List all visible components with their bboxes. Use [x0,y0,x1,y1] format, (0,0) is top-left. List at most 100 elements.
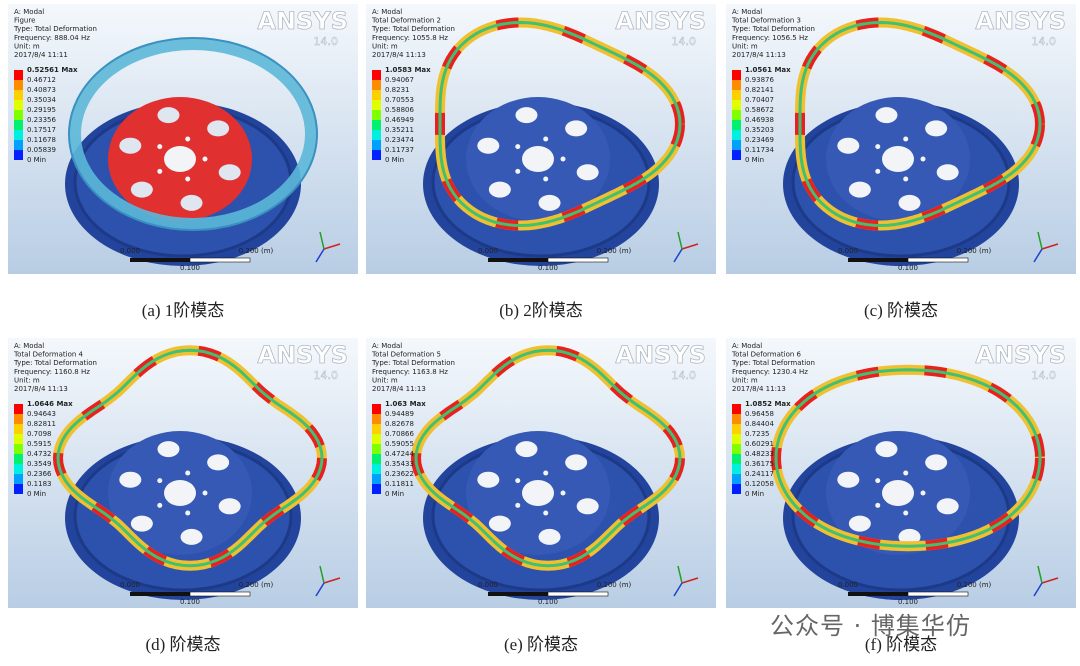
triad-x [1041,577,1059,584]
bolt-hole [560,490,566,496]
legend-label: 0.11734 [745,146,774,154]
vent-hole [477,471,500,488]
bolt-hole [157,478,163,484]
bolt-hole [543,176,549,182]
header-line: 2017/8/4 11:13 [372,385,426,393]
legend-label: 0.11678 [27,136,56,144]
scale-bar-left [488,592,548,596]
legend-label: 0.52561 Max [27,66,78,74]
legend-label: 0.60291 [745,440,774,448]
vent-hole [515,441,538,458]
legend-label: 1.063 Max [385,400,426,408]
legend-swatch [14,70,23,80]
legend-swatch [372,140,381,150]
triad-x [323,243,341,250]
triad-z [315,582,325,597]
vent-hole [157,441,180,458]
header-line: Type: Total Deformation [13,359,97,367]
ansys-panel: A: Modal Total Deformation 6 Type: Total D… [726,338,1076,608]
triad-x [323,577,341,584]
legend-label: 0.11737 [385,146,414,154]
vent-hole [515,107,538,124]
ansys-panel: A: Modal Total Deformation 3 Type: Total D… [726,4,1076,274]
vent-hole [119,471,142,488]
header-line: Frequency: 1230.4 Hz [732,368,808,376]
legend-label: 0.82811 [27,420,56,428]
header-line: 2017/8/4 11:13 [372,51,426,59]
vent-hole [157,107,180,124]
legend-label: 0.70553 [385,96,414,104]
vent-hole [925,120,948,137]
hub [522,146,554,172]
legend-swatch [14,464,23,474]
ansys-panel: A: Modal Total Deformation 4 Type: Total D… [8,338,358,608]
caption: (c) 阶模态 [863,301,939,320]
header-line: A: Modal [732,342,762,350]
caption: (b) 2阶模态 [499,301,583,320]
hub [164,480,196,506]
legend-swatch [372,404,381,414]
bolt-hole [185,176,191,182]
vent-hole [207,454,230,471]
legend-label: 0.58672 [745,106,774,114]
header-line: Type: Total Deformation [371,25,455,33]
legend-label: 0.46949 [385,116,414,124]
logo: ANSYS [975,7,1066,35]
triad-x [1041,243,1059,250]
scale-bar-left [848,592,908,596]
legend-label: 0 Min [385,490,404,498]
header-line: 2017/8/4 11:11 [14,51,68,59]
legend-label: 0.96458 [745,410,774,418]
legend-swatch [732,120,741,130]
triad-z [673,248,683,263]
vent-hole [936,164,959,181]
vent-hole [488,515,511,532]
bolt-hole [185,470,191,476]
legend-swatch [14,110,23,120]
header-line: Type: Total Deformation [731,359,815,367]
scale-mid: 0.100 [180,598,200,606]
triad-z [1033,248,1043,263]
legend-swatch [732,454,741,464]
bolt-hole [903,510,909,516]
legend-swatch [732,404,741,414]
version: 14.0 [314,369,339,382]
legend-label: 0.4732 [27,450,52,458]
legend-label: 0.84404 [745,420,774,428]
legend-swatch [372,484,381,494]
scale-start: 0.000 [478,247,498,255]
legend-swatch [14,414,23,424]
header-line: 2017/8/4 11:13 [14,385,68,393]
legend-label: 0.5915 [27,440,52,448]
vent-hole [898,194,921,211]
triad-y [1037,231,1043,250]
scale-start: 0.000 [120,247,140,255]
header-line: Figure [14,17,35,25]
version: 14.0 [672,369,697,382]
scale-start: 0.000 [120,581,140,589]
legend-swatch [732,464,741,474]
vent-hole [565,454,588,471]
legend-label: 0.59055 [385,440,414,448]
scale-bar-right [907,257,969,263]
legend-swatch [732,130,741,140]
vent-hole [848,515,871,532]
legend-swatch [372,414,381,424]
scale-bar-right [189,257,251,263]
legend-swatch [372,464,381,474]
rim-ring-inner [56,348,324,568]
legend-swatch [732,90,741,100]
vent-hole [130,515,153,532]
legend-swatch [732,434,741,444]
vent-hole [180,528,203,545]
legend-label: 0.70407 [745,96,774,104]
scale-end: 0.200 (m) [239,581,274,589]
scale-bar-right [907,591,969,597]
scale-bar-right [189,591,251,597]
legend-label: 0 Min [27,490,46,498]
caption: (f) 阶模态 [864,635,938,654]
rim-ring-inner [774,368,1042,548]
vent-hole [875,441,898,458]
